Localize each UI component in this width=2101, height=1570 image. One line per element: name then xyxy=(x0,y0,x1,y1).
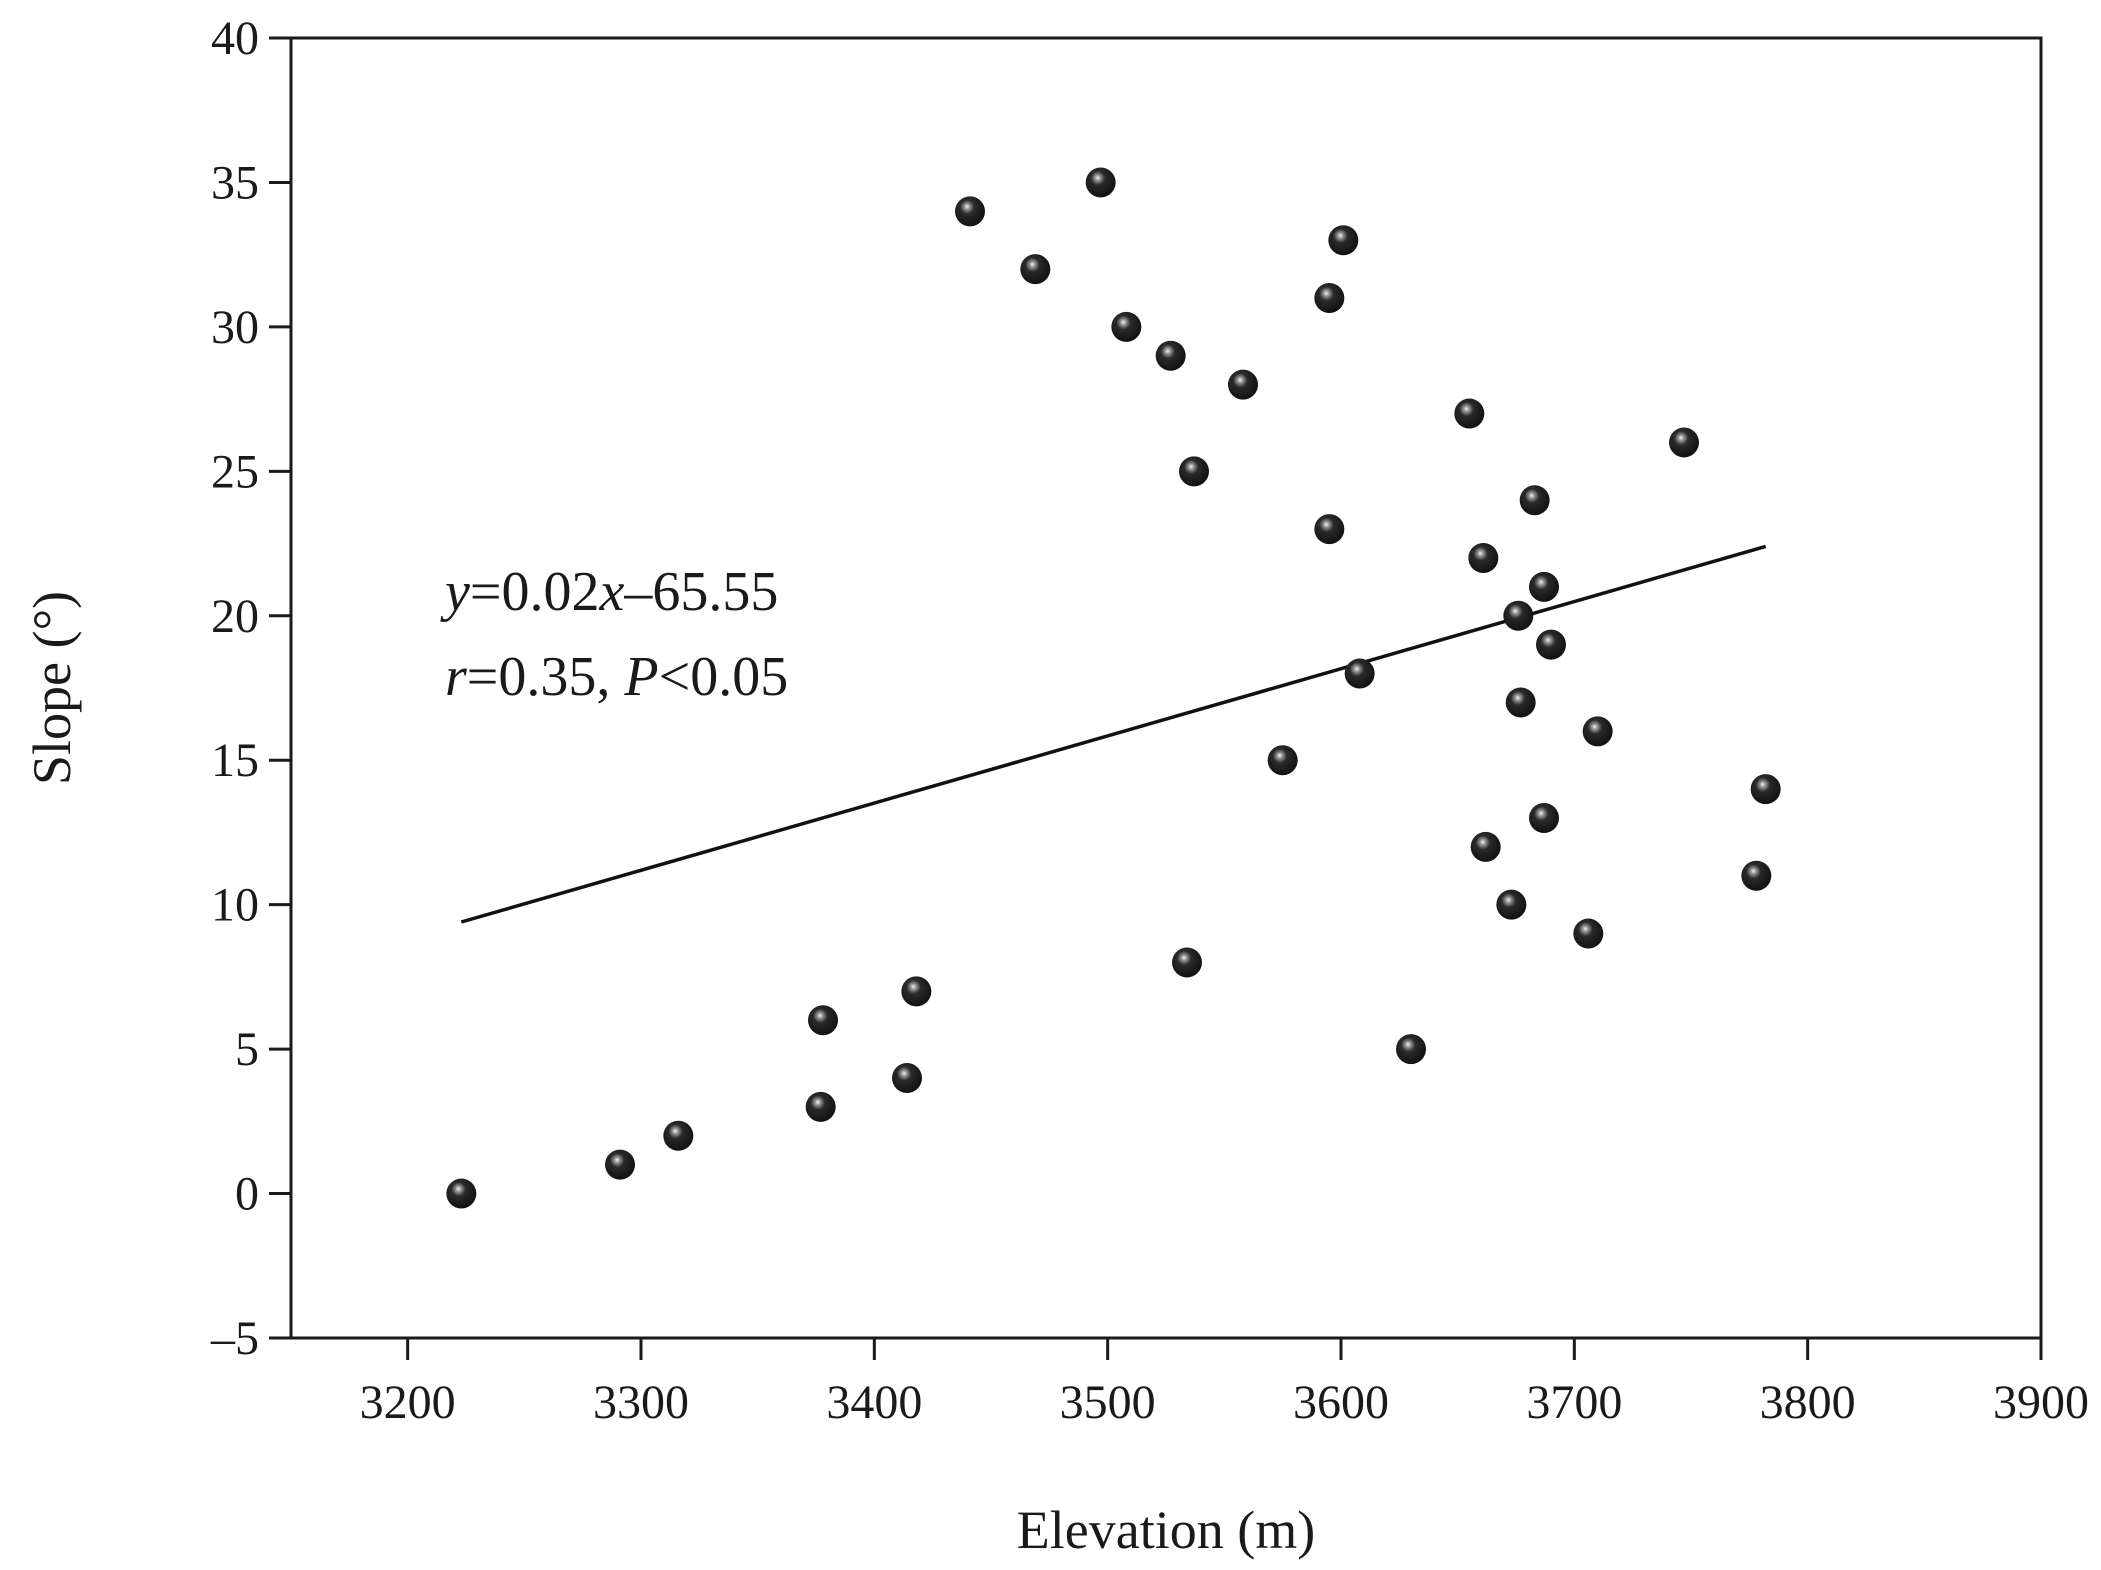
y-axis-ticks: –5 0 5 10 15 20 25 30 35 40 xyxy=(210,12,291,1365)
data-point xyxy=(1328,225,1359,256)
correlation-stats: r=0.35, P<0.05 xyxy=(445,646,788,708)
data-point xyxy=(1503,600,1534,631)
data-point xyxy=(1505,687,1536,718)
data-point xyxy=(1454,398,1485,429)
data-point xyxy=(1750,774,1781,805)
y-tick-label: 10 xyxy=(211,879,259,932)
data-point xyxy=(1111,311,1142,342)
data-point xyxy=(1267,745,1298,776)
x-tick-label: 3500 xyxy=(1060,1376,1156,1429)
y-tick-label: 0 xyxy=(235,1168,259,1221)
data-point xyxy=(1155,340,1186,371)
x-tick-label: 3800 xyxy=(1760,1376,1856,1429)
data-point xyxy=(955,196,985,227)
data-point xyxy=(901,976,932,1007)
data-point xyxy=(1020,254,1051,285)
y-tick-label: –5 xyxy=(210,1312,259,1365)
x-tick-label: 3600 xyxy=(1293,1376,1389,1429)
data-point xyxy=(1179,456,1209,487)
equation-y-var: y xyxy=(440,561,470,623)
data-point xyxy=(1741,860,1772,891)
data-point xyxy=(1573,918,1604,949)
trend-line xyxy=(460,544,1767,924)
equation-x-var: x xyxy=(598,561,624,623)
data-point xyxy=(663,1120,694,1151)
x-tick-label: 3200 xyxy=(360,1376,456,1429)
data-point xyxy=(446,1178,477,1209)
y-tick-label: 20 xyxy=(211,590,259,643)
stat-p-value: <0.05 xyxy=(659,646,789,708)
data-point xyxy=(1669,427,1699,458)
data-point xyxy=(1314,514,1345,545)
x-tick-label: 3400 xyxy=(826,1376,922,1429)
y-tick-label: 35 xyxy=(211,156,259,209)
data-point xyxy=(892,1063,922,1093)
equation-intercept: –65.55 xyxy=(623,561,778,623)
data-point xyxy=(1529,571,1559,602)
data-point xyxy=(1314,283,1345,313)
x-axis-title: Elevation (m) xyxy=(1017,1500,1315,1560)
y-tick-label: 25 xyxy=(211,445,259,498)
data-point xyxy=(805,1091,836,1122)
stat-r-value: =0.35, xyxy=(467,646,625,708)
x-tick-label: 3300 xyxy=(593,1376,689,1429)
stat-p-var: P xyxy=(623,646,658,708)
data-points xyxy=(446,167,1781,1209)
y-tick-label: 15 xyxy=(211,734,259,787)
equation-slope: =0.02 xyxy=(470,561,600,623)
y-tick-label: 30 xyxy=(211,301,259,354)
data-point xyxy=(1228,369,1258,400)
regression-equation: y=0.02x–65.55 xyxy=(440,561,778,623)
data-point xyxy=(1496,889,1527,920)
x-tick-label: 3700 xyxy=(1526,1376,1622,1429)
data-point xyxy=(1536,629,1566,660)
plot-frame xyxy=(289,36,2043,1340)
data-point xyxy=(1529,803,1559,833)
y-tick-label: 40 xyxy=(211,12,259,65)
data-point xyxy=(605,1149,635,1180)
stat-r-var: r xyxy=(445,646,467,708)
data-point xyxy=(1470,831,1501,862)
data-point xyxy=(1172,947,1202,978)
x-axis-ticks: 3200 3300 3400 3500 3600 3700 3800 3900 xyxy=(360,1338,2089,1429)
data-point xyxy=(808,1005,838,1036)
y-tick-label: 5 xyxy=(235,1023,259,1076)
data-point xyxy=(1085,167,1116,198)
data-point xyxy=(1519,485,1550,516)
data-point xyxy=(1396,1034,1426,1065)
data-point xyxy=(1344,658,1375,689)
data-point xyxy=(1582,716,1613,747)
x-tick-label: 3900 xyxy=(1993,1376,2089,1429)
y-axis-title: Slope (°) xyxy=(22,591,82,785)
data-point xyxy=(1468,543,1499,573)
